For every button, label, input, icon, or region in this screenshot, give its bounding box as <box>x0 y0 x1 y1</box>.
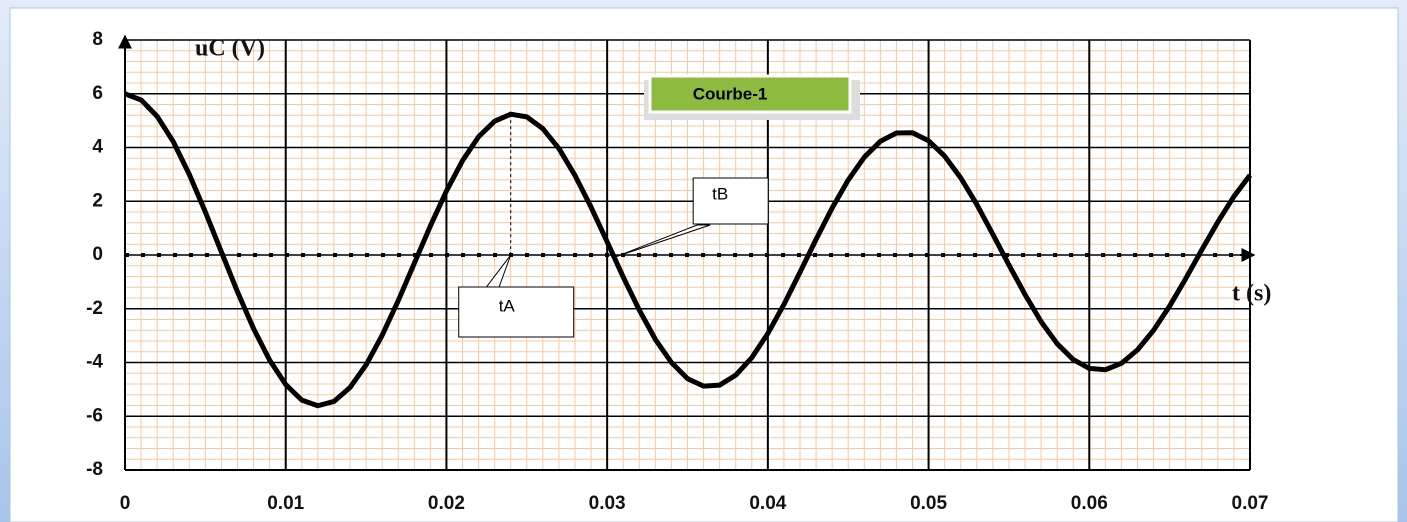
annotation-leader <box>614 224 711 258</box>
y-tick-label: 8 <box>92 29 103 50</box>
legend-box <box>648 74 852 114</box>
annotation-label: tA <box>499 296 516 315</box>
x-tick-label: 0.01 <box>267 493 304 514</box>
x-axis-label: t (s) <box>1232 281 1271 307</box>
y-tick-label: -8 <box>86 459 103 480</box>
y-tick-label: 6 <box>92 83 103 104</box>
data-line <box>124 91 1252 409</box>
x-tick-label: 0 <box>120 493 131 514</box>
y-tick-label: 0 <box>92 244 103 265</box>
x-tick-label: 0.07 <box>1232 493 1269 514</box>
annotation-label: tB <box>712 184 728 203</box>
y-tick-label: 4 <box>92 137 103 158</box>
x-tick-label: 0.06 <box>1071 493 1108 514</box>
annotation-box <box>692 177 769 225</box>
y-tick-label: 2 <box>92 190 103 211</box>
legend-label: Courbe-1 <box>693 84 768 103</box>
annotation-box <box>458 286 575 338</box>
y-tick-label: -2 <box>86 298 103 319</box>
y-tick-label: -4 <box>86 352 103 373</box>
y-axis-label: uC (V) <box>195 36 265 62</box>
x-tick-label: 0.02 <box>428 493 465 514</box>
x-tick-label: 0.03 <box>589 493 626 514</box>
x-tick-label: 0.04 <box>749 493 786 514</box>
x-tick-label: 0.05 <box>910 493 947 514</box>
y-tick-label: -6 <box>86 405 103 426</box>
